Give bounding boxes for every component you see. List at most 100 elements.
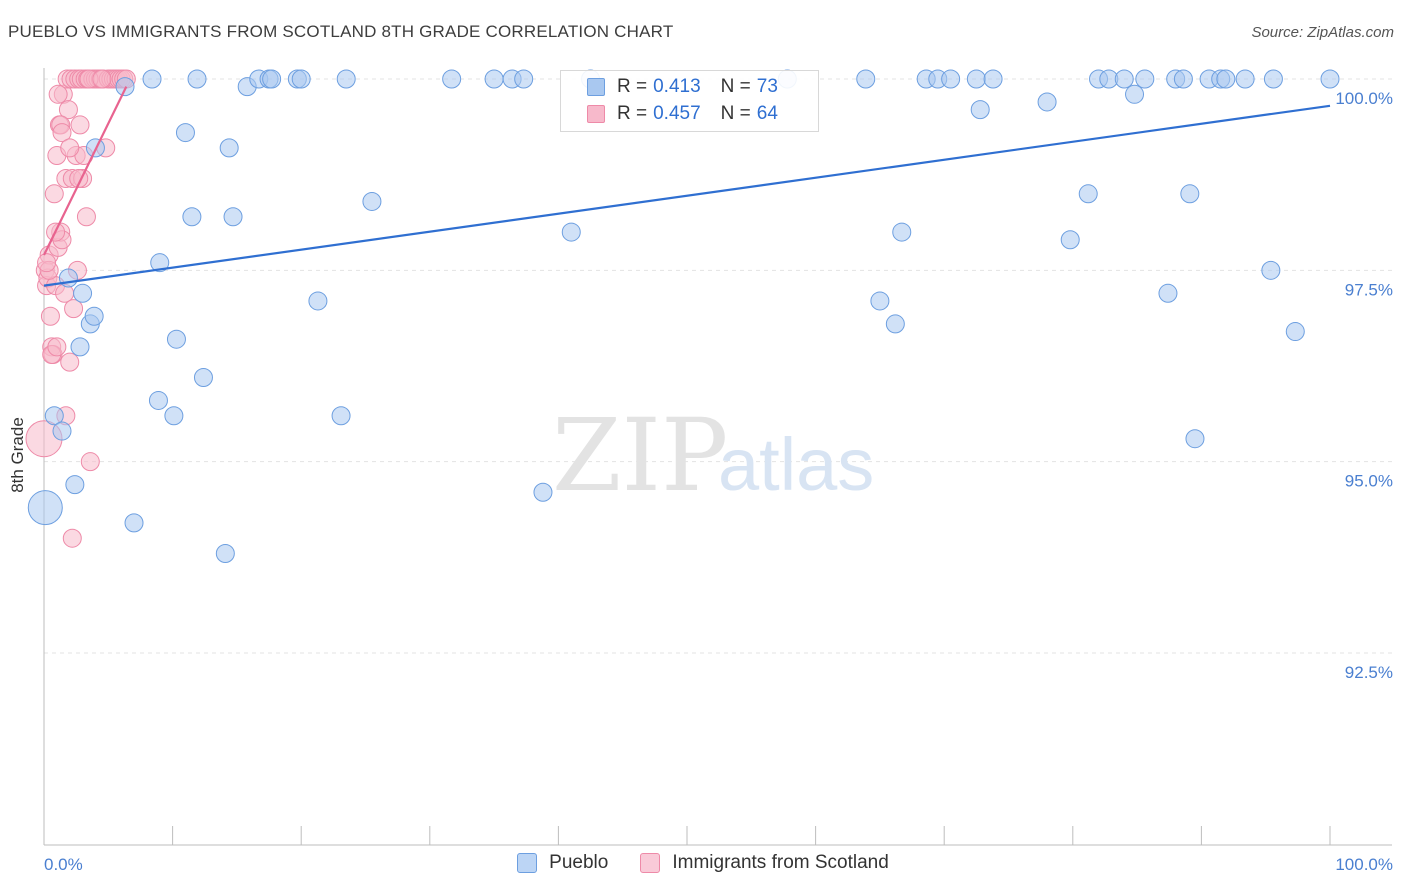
pueblo-point — [166, 329, 186, 349]
scotland-point — [64, 299, 84, 319]
pueblo-point — [1114, 69, 1134, 89]
scotland-point — [44, 184, 64, 204]
pueblo-point — [970, 100, 990, 120]
pueblo-point — [164, 406, 184, 426]
pueblo-point — [484, 69, 504, 89]
pueblo-point — [856, 69, 876, 89]
scotland-point — [60, 138, 80, 158]
scotland-point — [70, 115, 90, 135]
pueblo-point — [1285, 322, 1305, 342]
pueblo-point — [1158, 283, 1178, 303]
pueblo-point — [44, 406, 64, 426]
scotland-n-value: 64 — [756, 103, 778, 124]
scotland-point — [92, 69, 112, 89]
pueblo-point — [1060, 230, 1080, 250]
pueblo-point — [1173, 69, 1193, 89]
pueblo-point — [52, 421, 72, 441]
scotland-point — [52, 123, 72, 143]
pueblo-point — [73, 283, 93, 303]
pueblo-point — [1185, 429, 1205, 449]
pueblo-point — [983, 69, 1003, 89]
pueblo-point — [336, 69, 356, 89]
pueblo-point — [124, 513, 144, 533]
pueblo-point — [182, 207, 202, 227]
pueblo-point — [1037, 92, 1057, 112]
legend-item-pueblo[interactable]: Pueblo — [517, 852, 608, 874]
pueblo-point — [1263, 69, 1283, 89]
pueblo-point — [58, 268, 78, 288]
chart-title: PUEBLO VS IMMIGRANTS FROM SCOTLAND 8TH G… — [8, 22, 674, 41]
scotland-r-value: 0.457 — [653, 103, 701, 124]
pueblo-point — [175, 123, 195, 143]
scotland-point — [47, 337, 67, 357]
pueblo-point — [187, 69, 207, 89]
scotland-legend-label: Immigrants from Scotland — [672, 852, 889, 873]
pueblo-point — [1125, 84, 1145, 104]
scotland-point — [76, 207, 96, 227]
pueblo-r-value: 0.413 — [653, 76, 701, 97]
pueblo-point — [1261, 260, 1281, 280]
x-tick-label-max: 100.0% — [1335, 855, 1393, 874]
pueblo-trend-line — [43, 104, 1331, 287]
pueblo-point — [1135, 69, 1155, 89]
legend-n-label: N = — [720, 76, 751, 97]
legend-r-label: R = — [617, 76, 648, 97]
pueblo-point — [1216, 69, 1236, 89]
watermark-zip: ZIP — [552, 397, 728, 514]
pueblo-point — [223, 207, 243, 227]
pueblo-point — [27, 490, 63, 526]
scotland-trend-line — [43, 86, 128, 256]
pueblo-point — [219, 138, 239, 158]
pueblo-point — [193, 367, 213, 387]
pueblo-point — [215, 544, 235, 564]
pueblo-point — [533, 482, 553, 502]
series-immigrants-from-scotland — [25, 69, 136, 548]
legend-r-label: R = — [617, 103, 648, 124]
pueblo-point — [561, 222, 581, 242]
scotland-point — [58, 100, 78, 120]
pueblo-point — [442, 69, 462, 89]
pueblo-point — [150, 253, 170, 273]
watermark-atlas: atlas — [718, 423, 874, 506]
pueblo-point — [941, 69, 961, 89]
series-legend: Pueblo Immigrants from Scotland — [0, 852, 1406, 874]
pueblo-point — [1180, 184, 1200, 204]
pueblo-point — [148, 390, 168, 410]
pueblo-point — [65, 475, 85, 495]
pueblo-n-value: 73 — [756, 76, 778, 97]
pueblo-point — [514, 69, 534, 89]
pueblo-point — [262, 69, 282, 89]
trend-lines — [43, 86, 1331, 287]
scotland-point — [62, 528, 82, 548]
watermark: ZIP atlas — [552, 397, 874, 514]
y-tick-label-2: 95.0% — [1345, 472, 1393, 491]
pueblo-point — [870, 291, 890, 311]
scotland-point — [37, 253, 57, 273]
pueblo-point — [115, 77, 135, 97]
series-pueblo — [27, 69, 1340, 564]
pueblo-point — [291, 69, 311, 89]
scotland-point — [40, 306, 60, 326]
x-tick-label-min: 0.0% — [44, 855, 83, 874]
pueblo-point — [84, 306, 104, 326]
y-tick-label-1: 97.5% — [1345, 280, 1393, 299]
legend-row-pueblo: R = 0.413 N = 73 — [587, 74, 778, 100]
scotland-point — [80, 452, 100, 472]
legend-item-scotland[interactable]: Immigrants from Scotland — [640, 852, 889, 874]
scotland-swatch — [587, 105, 605, 123]
y-tick-label-0: 100.0% — [1335, 89, 1393, 108]
source-credit: Source: ZipAtlas.com — [1251, 24, 1394, 41]
pueblo-point — [308, 291, 328, 311]
pueblo-point — [70, 337, 90, 357]
pueblo-point — [1320, 69, 1340, 89]
legend-row-scotland: R = 0.457 N = 64 — [587, 101, 778, 127]
pueblo-point — [142, 69, 162, 89]
scotland-legend-swatch — [640, 853, 661, 873]
pueblo-point — [1078, 184, 1098, 204]
pueblo-legend-swatch — [517, 853, 538, 873]
scotland-point — [60, 352, 80, 372]
pueblo-swatch — [587, 78, 605, 96]
y-tick-label-3: 92.5% — [1345, 663, 1393, 682]
tick-labels: 100.0% 97.5% 95.0% 92.5% 0.0% 100.0% — [44, 89, 1393, 874]
